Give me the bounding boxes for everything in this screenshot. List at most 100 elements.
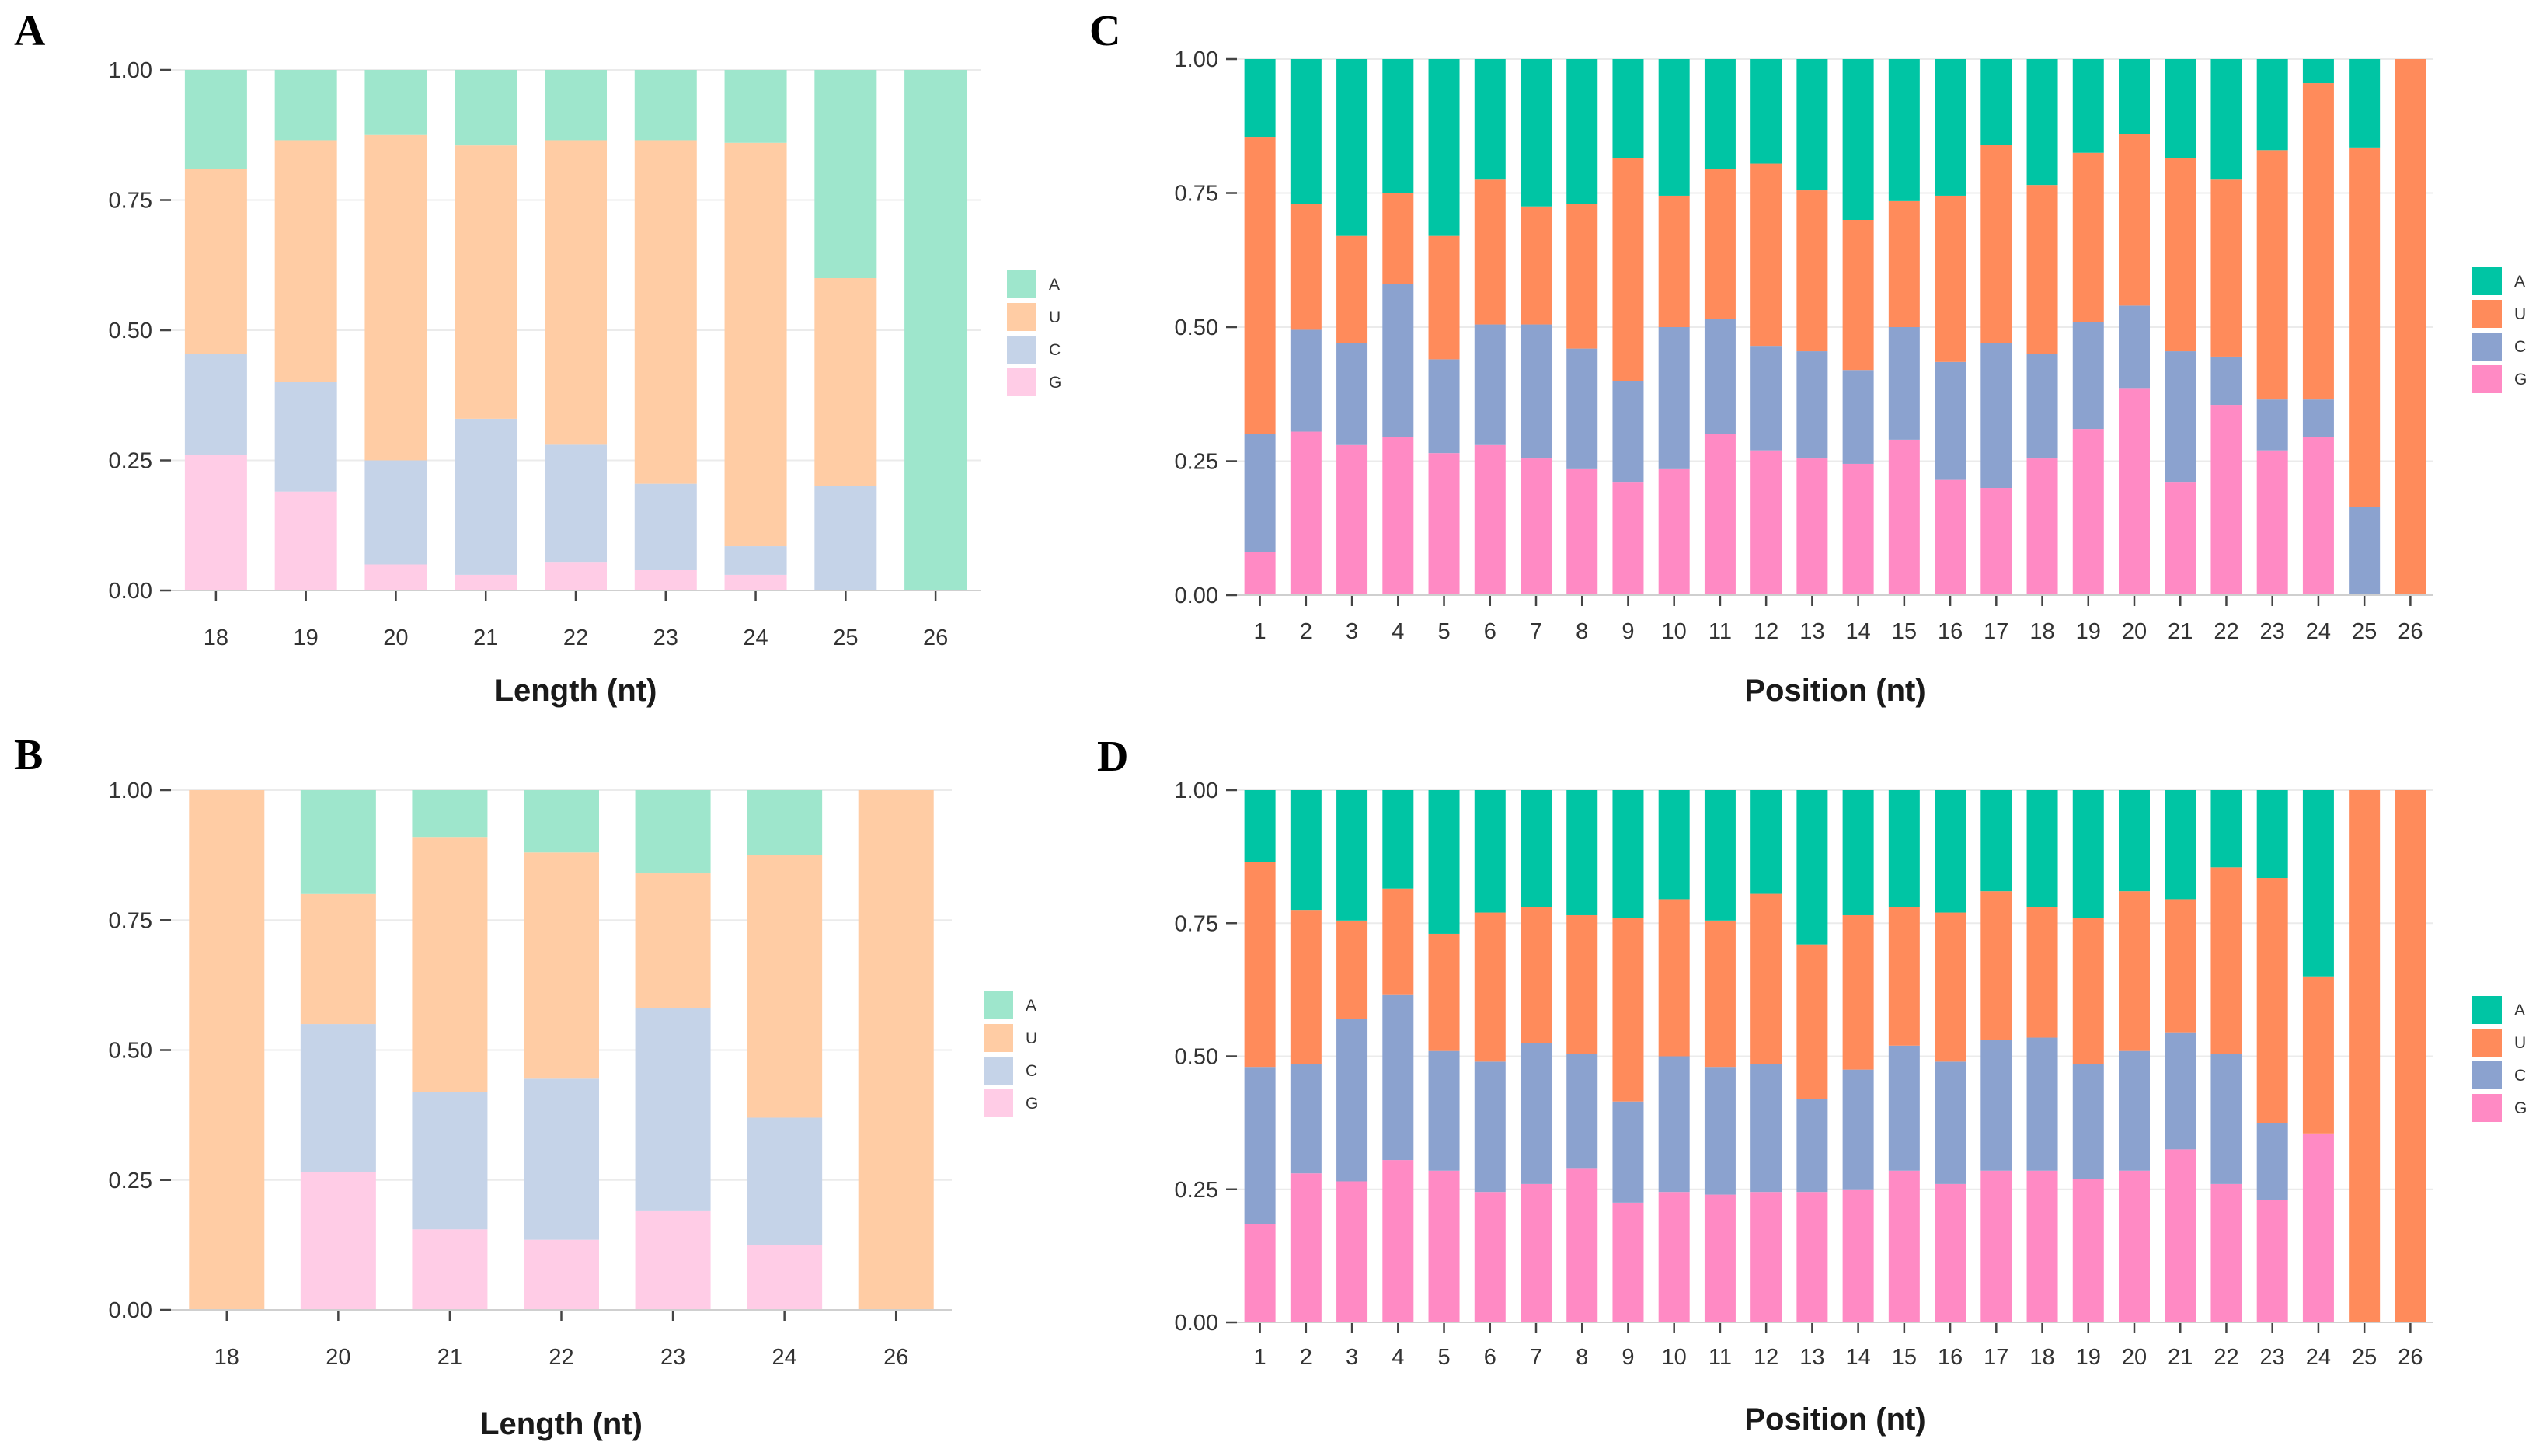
bar-segment-a (1382, 790, 1414, 889)
bar-segment-u (1888, 907, 1920, 1046)
bar-segment-u (1290, 910, 1322, 1064)
bar-segment-u (2256, 150, 2288, 400)
bar-segment-g (1704, 434, 1736, 595)
bar-segment-u (1428, 933, 1460, 1051)
bar-segment-a (747, 790, 823, 855)
legend-swatch-u (2472, 1029, 2502, 1057)
x-tick-label: 11 (1709, 619, 1732, 644)
bar-segment-c (1521, 1043, 1552, 1184)
x-tick-label: 23 (2260, 619, 2285, 644)
x-tick-label: 22 (563, 625, 588, 650)
bar-segment-g (1244, 552, 1276, 595)
bar-segment-c (1521, 324, 1552, 459)
panel-c-chart: 0.000.250.500.751.001 2 3 4 5 6 7 8 9 10 11 12 13 14 1… (1175, 47, 2527, 708)
bar-segment-c (1796, 351, 1828, 459)
bar-segment-c (1566, 1054, 1598, 1169)
bar-segment-c (747, 1117, 823, 1245)
x-tick-label: 21 (2168, 1345, 2193, 1370)
bar-segment-c (1428, 1050, 1460, 1171)
bar-segment-g (1290, 1173, 1322, 1322)
bar-segment-u (1566, 204, 1598, 349)
x-tick-label: 21 (473, 625, 498, 650)
x-tick-label: 17 (1984, 619, 2008, 644)
bar-segment-g (1290, 431, 1322, 595)
bar-segment-u (189, 790, 265, 1310)
bar-segment-g (2119, 388, 2150, 595)
bar-segment-a (524, 790, 599, 853)
bar-segment-c (1566, 348, 1598, 469)
bar-segment-g (300, 1172, 376, 1310)
bar-segment-a (1290, 790, 1322, 911)
bar-segment-g (1336, 444, 1368, 595)
legend-label: C (2514, 338, 2526, 356)
legend-swatch-a (2472, 996, 2502, 1024)
bar-segment-a (2349, 59, 2381, 148)
bar-segment-a (904, 70, 967, 590)
x-tick-label: 20 (2122, 619, 2147, 644)
bar-segment-u (1980, 145, 2012, 343)
x-tick-label: 24 (772, 1345, 797, 1370)
bar-segment-a (1382, 59, 1414, 193)
bar-segment-g (1888, 439, 1920, 595)
y-tick-label: 0.00 (1175, 583, 1218, 608)
x-tick-label: 26 (923, 625, 948, 650)
bar-segment-c (1244, 434, 1276, 552)
x-tick-label: 20 (2122, 1345, 2147, 1370)
bar-segment-u (1796, 190, 1828, 352)
bar-segment-a (1244, 59, 1276, 138)
bar-segment-u (2302, 83, 2334, 400)
x-tick-label: 6 (1484, 619, 1496, 644)
x-tick-label: 25 (2352, 1345, 2377, 1370)
x-tick-label: 19 (2076, 1345, 2101, 1370)
bar-segment-u (455, 145, 517, 419)
x-tick-label: 3 (1346, 1345, 1358, 1370)
bar-segment-u (724, 142, 787, 547)
y-tick-label: 0.75 (1175, 182, 1218, 207)
bar-segment-g (1521, 1183, 1552, 1322)
x-tick-label: 26 (883, 1345, 908, 1370)
legend-swatch-a (2472, 267, 2502, 295)
bar-segment-c (1888, 327, 1920, 440)
x-tick-label: 10 (1662, 619, 1687, 644)
bar-segment-c (1658, 1056, 1690, 1193)
bar-segment-c (274, 382, 337, 492)
x-axis-title: Position (nt) (1744, 674, 1925, 708)
bar-segment-g (724, 574, 787, 590)
x-tick-label: 16 (1938, 619, 1963, 644)
bar-segment-c (1935, 361, 1966, 480)
bar-segment-a (1704, 790, 1736, 921)
y-tick-label: 0.25 (109, 1169, 152, 1193)
bar-segment-c (1290, 1064, 1322, 1174)
bar-segment-g (455, 574, 517, 590)
bar-segment-g (1336, 1181, 1368, 1322)
legend-swatch-c (2472, 333, 2502, 361)
bar-segment-u (2072, 152, 2104, 322)
bar-segment-c (1612, 381, 1644, 483)
bar-segment-a (2026, 790, 2058, 907)
bar-segment-c (1704, 1067, 1736, 1195)
x-tick-label: 1 (1254, 1345, 1266, 1370)
bar-segment-g (1521, 458, 1552, 595)
bar-segment-a (1428, 59, 1460, 236)
bar-segment-a (1566, 790, 1598, 915)
legend-swatch-g (2472, 365, 2502, 393)
bar-segment-g (1842, 1189, 1874, 1322)
bar-segment-a (1935, 59, 1966, 196)
bar-segment-u (1796, 944, 1828, 1099)
bar-segment-a (1935, 790, 1966, 913)
bar-segment-g (2026, 1170, 2058, 1322)
bar-segment-g (1244, 1224, 1276, 1322)
x-tick-label: 3 (1346, 619, 1358, 644)
bar-segment-u (1612, 158, 1644, 381)
bar-segment-c (1382, 284, 1414, 437)
bar-segment-u (412, 837, 488, 1092)
x-tick-label: 12 (1754, 1345, 1778, 1370)
legend-swatch-g (2472, 1094, 2502, 1122)
legend-label: U (1049, 308, 1061, 326)
bar-segment-a (1290, 59, 1322, 204)
x-tick-label: 11 (1709, 1345, 1732, 1370)
bar-segment-c (2026, 1037, 2058, 1171)
x-tick-label: 4 (1392, 1345, 1404, 1370)
y-tick-label: 0.25 (1175, 1178, 1218, 1203)
